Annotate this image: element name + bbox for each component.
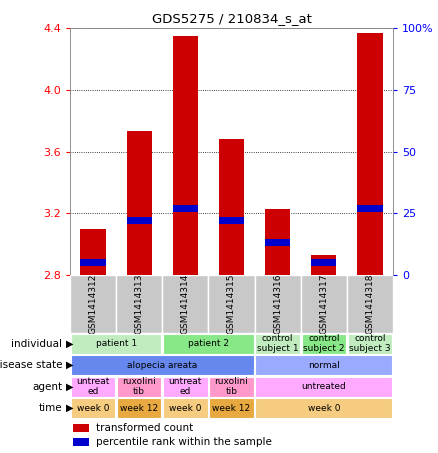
Text: alopecia areata: alopecia areata (127, 361, 198, 370)
Bar (255, 377, 392, 397)
Text: week 0: week 0 (169, 404, 201, 413)
Text: ▶: ▶ (66, 382, 73, 392)
Bar (357, 205, 383, 212)
Text: control
subject 2: control subject 2 (303, 334, 345, 353)
Bar (163, 398, 208, 418)
Text: ▶: ▶ (66, 360, 73, 370)
Bar (255, 334, 300, 354)
Text: GSM1414315: GSM1414315 (227, 274, 236, 334)
Bar (348, 334, 392, 354)
Bar (163, 334, 254, 354)
Text: GSM1414312: GSM1414312 (88, 274, 98, 334)
Text: GSM1414314: GSM1414314 (181, 274, 190, 334)
Text: GSM1414313: GSM1414313 (135, 274, 144, 334)
Bar (127, 217, 152, 224)
Bar (302, 334, 346, 354)
Bar (71, 398, 115, 418)
Bar (71, 377, 115, 397)
Bar (347, 275, 393, 333)
Bar (173, 205, 198, 212)
Text: week 12: week 12 (120, 404, 158, 413)
Title: GDS5275 / 210834_s_at: GDS5275 / 210834_s_at (152, 12, 311, 25)
Bar (219, 139, 244, 275)
Text: transformed count: transformed count (96, 423, 193, 433)
Bar (73, 438, 89, 446)
Text: normal: normal (308, 361, 339, 370)
Bar (255, 398, 392, 418)
Text: control
subject 1: control subject 1 (257, 334, 298, 353)
Bar (71, 355, 254, 375)
Text: week 0: week 0 (77, 404, 110, 413)
Bar (301, 275, 347, 333)
Bar (173, 36, 198, 275)
Text: patient 2: patient 2 (188, 339, 229, 348)
Text: GSM1414318: GSM1414318 (365, 274, 374, 334)
Text: percentile rank within the sample: percentile rank within the sample (96, 437, 272, 447)
Text: ▶: ▶ (66, 339, 73, 349)
Text: disease state: disease state (0, 360, 62, 370)
Bar (265, 209, 290, 275)
Bar (163, 377, 208, 397)
Text: GSM1414317: GSM1414317 (319, 274, 328, 334)
Text: patient 1: patient 1 (95, 339, 137, 348)
Text: ▶: ▶ (66, 403, 73, 413)
Bar (208, 275, 254, 333)
Bar (81, 259, 106, 266)
Text: GSM1414316: GSM1414316 (273, 274, 282, 334)
Bar (357, 33, 383, 275)
Bar (70, 275, 116, 333)
Bar (117, 398, 161, 418)
Bar (116, 275, 162, 333)
Bar (73, 424, 89, 432)
Bar (255, 355, 392, 375)
Bar (311, 255, 336, 275)
Text: individual: individual (11, 339, 62, 349)
Bar (265, 240, 290, 246)
Bar (127, 131, 152, 275)
Bar (71, 334, 161, 354)
Text: ruxolini
tib: ruxolini tib (122, 377, 156, 396)
Bar (311, 259, 336, 266)
Text: untreated: untreated (301, 382, 346, 391)
Bar (219, 217, 244, 224)
Text: week 0: week 0 (307, 404, 340, 413)
Text: ruxolini
tib: ruxolini tib (215, 377, 248, 396)
Text: time: time (39, 403, 62, 413)
Text: agent: agent (32, 382, 62, 392)
Bar (209, 398, 254, 418)
Text: untreat
ed: untreat ed (76, 377, 110, 396)
Text: untreat
ed: untreat ed (169, 377, 202, 396)
Bar (209, 377, 254, 397)
Bar (117, 377, 161, 397)
Bar (162, 275, 208, 333)
Bar (254, 275, 301, 333)
Bar (81, 229, 106, 275)
Text: week 12: week 12 (212, 404, 251, 413)
Text: control
subject 3: control subject 3 (349, 334, 391, 353)
